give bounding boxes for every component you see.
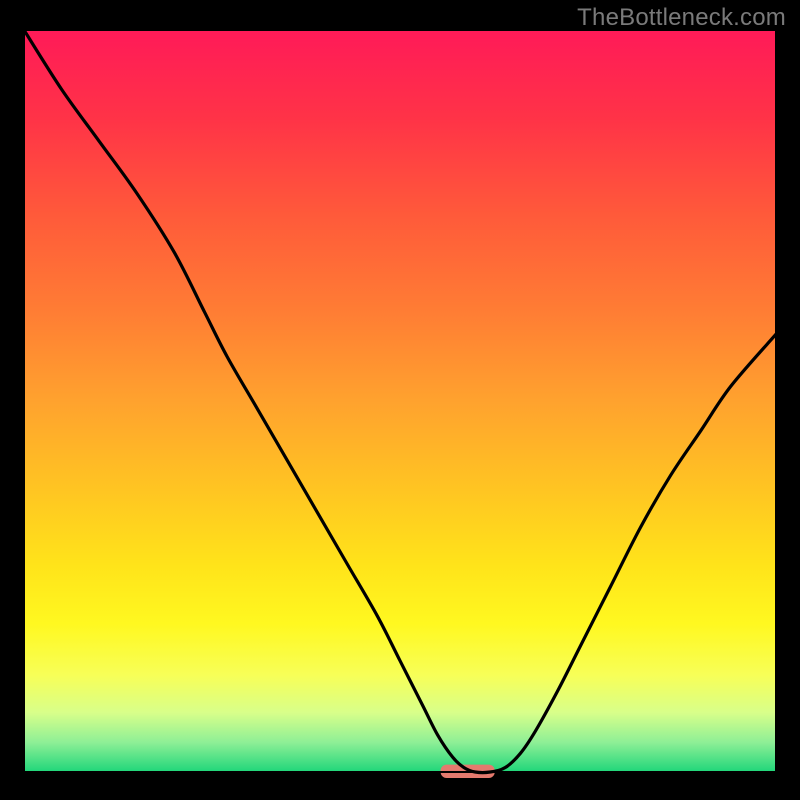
bottleneck-chart: TheBottleneck.com [0,0,800,800]
chart-svg [0,0,800,800]
watermark-text: TheBottleneck.com [577,4,786,32]
